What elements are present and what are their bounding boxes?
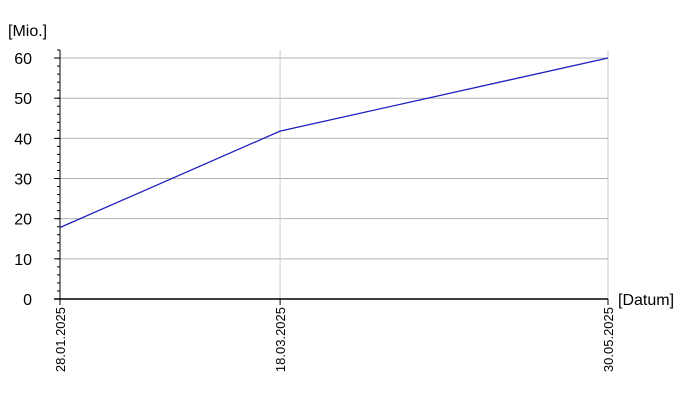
y-tick-label: 10 — [14, 252, 32, 269]
y-tick-label: 0 — [23, 292, 32, 309]
grid-layer — [60, 50, 609, 299]
x-tick-label: 30.05.2025 — [601, 307, 616, 372]
y-tick-label: 40 — [14, 131, 32, 148]
y-tick-label: 50 — [14, 91, 32, 108]
y-axis-label: [Mio.] — [8, 23, 47, 40]
series-layer — [59, 57, 609, 229]
series-line — [59, 57, 609, 229]
y-tick-label: 30 — [14, 172, 32, 189]
y-tick-label: 60 — [14, 51, 32, 68]
axes-layer: 0 10 20 30 40 50 60 28.01.2025 18.03.2025 30.05.2… — [14, 49, 616, 372]
x-tick-label: 18.03.2025 — [273, 307, 288, 372]
y-tick-label: 20 — [14, 212, 32, 229]
x-axis-label: [Datum] — [618, 292, 674, 309]
x-tick-label: 28.01.2025 — [53, 307, 68, 372]
